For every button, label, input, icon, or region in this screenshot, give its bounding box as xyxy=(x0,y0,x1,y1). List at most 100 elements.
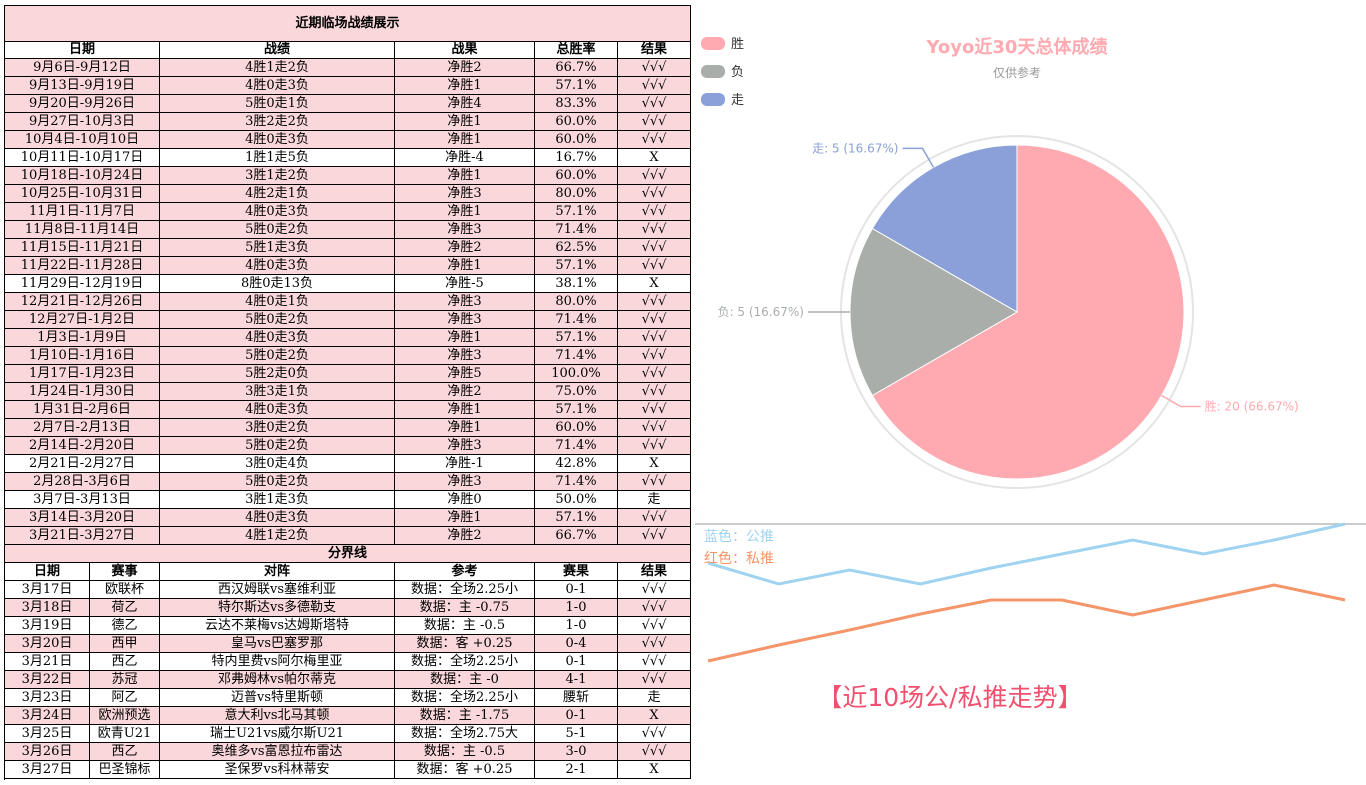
data-label: 负: 5 (16.67%) xyxy=(718,305,804,319)
legend-label: 走 xyxy=(731,93,744,108)
table-cell: 净胜4 xyxy=(395,95,535,113)
table-cell: √√√ xyxy=(618,167,691,185)
table-cell: 净胜1 xyxy=(395,401,535,419)
table-cell: 57.1% xyxy=(535,401,618,419)
table-cell: 71.4% xyxy=(535,347,618,365)
table-cell: √√√ xyxy=(618,329,691,347)
table-cell: √√√ xyxy=(618,509,691,527)
table-cell: X xyxy=(618,149,691,167)
table-cell: 欧洲预选 xyxy=(90,707,160,725)
table-cell: √√√ xyxy=(618,221,691,239)
table-cell: 净胜3 xyxy=(395,473,535,491)
table-cell: 1月10日-1月16日 xyxy=(5,347,160,365)
table-cell: 10月11日-10月17日 xyxy=(5,149,160,167)
table-cell: 3胜0走4负 xyxy=(160,455,395,473)
table-cell: 4胜0走1负 xyxy=(160,293,395,311)
table-cell: 数据：全场2.75大 xyxy=(395,725,535,743)
table-cell: 3月22日 xyxy=(5,671,90,689)
table-cell: 0-1 xyxy=(535,707,618,725)
table-cell: 净胜3 xyxy=(395,185,535,203)
table-cell: 2月14日-2月20日 xyxy=(5,437,160,455)
table-cell: 净胜2 xyxy=(395,59,535,77)
table-cell: 4胜0走3负 xyxy=(160,401,395,419)
table-cell: 奥维多vs富恩拉布雷达 xyxy=(160,743,395,761)
table-cell: 1月17日-1月23日 xyxy=(5,365,160,383)
table-cell: 净胜2 xyxy=(395,527,535,545)
table-cell: √√√ xyxy=(618,401,691,419)
table-cell: 60.0% xyxy=(535,167,618,185)
table-cell: √√√ xyxy=(618,239,691,257)
table-cell: 数据：主 -0 xyxy=(395,671,535,689)
table-cell: 42.8% xyxy=(535,455,618,473)
table-cell: 57.1% xyxy=(535,203,618,221)
table-cell: 3-0 xyxy=(535,743,618,761)
table-cell: √√√ xyxy=(618,131,691,149)
pie-slice xyxy=(871,144,1185,480)
table-cell: 净胜2 xyxy=(395,239,535,257)
header-cell: 结果 xyxy=(618,563,691,581)
pie-slice xyxy=(871,144,1018,313)
table-cell: 2-1 xyxy=(535,761,618,779)
table-cell: 数据：主 -0.5 xyxy=(395,617,535,635)
table-cell: 12月21日-12月26日 xyxy=(5,293,160,311)
leader-line xyxy=(1161,394,1201,408)
table-cell: √√√ xyxy=(618,473,691,491)
table-cell: 1-0 xyxy=(535,617,618,635)
table-cell: 1月31日-2月6日 xyxy=(5,401,160,419)
table-cell: 2月28日-3月6日 xyxy=(5,473,160,491)
table-cell: 60.0% xyxy=(535,419,618,437)
table-cell: 3月18日 xyxy=(5,599,90,617)
table-cell: 数据：全场2.25小 xyxy=(395,653,535,671)
legend-label: 负 xyxy=(731,65,744,80)
table-cell: 10月4日-10月10日 xyxy=(5,131,160,149)
table-cell: X xyxy=(618,455,691,473)
table-cell: 5胜0走2负 xyxy=(160,473,395,491)
series-line xyxy=(707,583,1346,663)
table-cell: 数据：客 +0.25 xyxy=(395,761,535,779)
table-cell: 净胜5 xyxy=(395,365,535,383)
chart-subtitle: 仅供参考 xyxy=(993,65,1041,80)
table-frame xyxy=(4,5,5,780)
table-cell: 净胜3 xyxy=(395,293,535,311)
table-cell: 欧青U21 xyxy=(90,725,160,743)
table-cell: √√√ xyxy=(618,617,691,635)
table-cell: 净胜2 xyxy=(395,383,535,401)
table-cell: 0-4 xyxy=(535,635,618,653)
header-cell: 日期 xyxy=(5,42,160,59)
table-cell: 4胜0走3负 xyxy=(160,329,395,347)
table-cell: 16.7% xyxy=(535,149,618,167)
table-cell: 3胜2走2负 xyxy=(160,113,395,131)
table-cell: 3月23日 xyxy=(5,689,90,707)
table-cell: 西乙 xyxy=(90,653,160,671)
table-cell: 2月21日-2月27日 xyxy=(5,455,160,473)
table-cell: 净胜0 xyxy=(395,491,535,509)
table-cell: √√√ xyxy=(618,671,691,689)
table-cell: √√√ xyxy=(618,743,691,761)
table-cell: 5胜0走1负 xyxy=(160,95,395,113)
table-cell: 60.0% xyxy=(535,113,618,131)
table-cell: 5胜0走2负 xyxy=(160,437,395,455)
table-cell: 净胜1 xyxy=(395,257,535,275)
header-cell: 赛事 xyxy=(90,563,160,581)
header-cell: 结果 xyxy=(618,42,691,59)
table-cell: 4胜2走1负 xyxy=(160,185,395,203)
table-cell: 71.4% xyxy=(535,221,618,239)
table-cell: √√√ xyxy=(618,725,691,743)
table-cell: 4胜1走2负 xyxy=(160,59,395,77)
table-cell: 走 xyxy=(618,689,691,707)
table-cell: 特内里费vs阿尔梅里亚 xyxy=(160,653,395,671)
table-cell: 巴圣锦标 xyxy=(90,761,160,779)
table-cell: 西乙 xyxy=(90,743,160,761)
table-cell: √√√ xyxy=(618,113,691,131)
table-cell: 4胜0走3负 xyxy=(160,509,395,527)
table-cell: 数据：主 -0.5 xyxy=(395,743,535,761)
table-cell: 1胜1走5负 xyxy=(160,149,395,167)
table-cell: 57.1% xyxy=(535,329,618,347)
table-cell: 特尔斯达vs多德勒支 xyxy=(160,599,395,617)
table-cell: 云达不莱梅vs达姆斯塔特 xyxy=(160,617,395,635)
series-line xyxy=(707,522,1346,586)
table-cell: 3月21日-3月27日 xyxy=(5,527,160,545)
table-cell: 西甲 xyxy=(90,635,160,653)
table-cell: √√√ xyxy=(618,311,691,329)
